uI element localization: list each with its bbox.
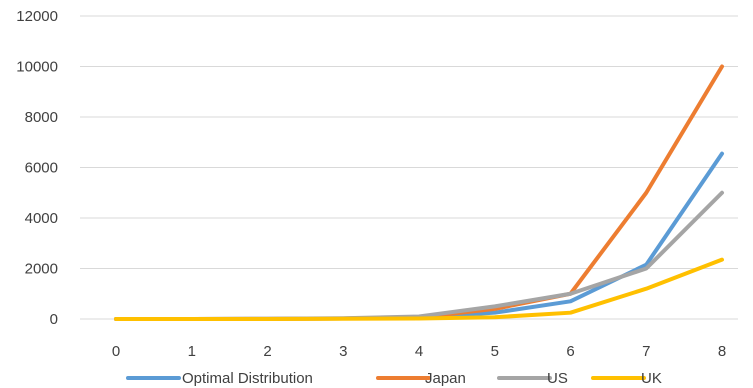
x-tick-label: 6	[566, 343, 574, 360]
y-tick-label: 6000	[25, 160, 58, 177]
x-tick-label: 3	[339, 343, 347, 360]
y-tick-label: 4000	[25, 210, 58, 227]
y-tick-label: 12000	[16, 8, 58, 25]
y-axis-ticks: 0 2000 4000 6000 8000 10000 12000	[16, 8, 58, 328]
y-tick-label: 2000	[25, 261, 58, 278]
legend-label-japan: Japan	[425, 370, 466, 387]
y-tick-label: 10000	[16, 59, 58, 76]
legend-label-optimal-distribution: Optimal Distribution	[182, 370, 313, 387]
x-tick-label: 0	[112, 343, 120, 360]
legend: Optimal Distribution Japan US UK	[126, 370, 662, 387]
legend-label-us: US	[547, 370, 568, 387]
x-tick-label: 7	[642, 343, 650, 360]
x-tick-label: 8	[718, 343, 726, 360]
y-tick-label: 8000	[25, 109, 58, 126]
series-line-japan	[114, 64, 724, 321]
x-tick-label: 5	[491, 343, 499, 360]
x-axis-ticks: 0 1 2 3 4 5 6 7 8	[112, 343, 726, 360]
x-tick-label: 4	[415, 343, 423, 360]
series-lines	[114, 64, 724, 321]
gridlines	[80, 15, 738, 320]
x-tick-label: 1	[188, 343, 196, 360]
legend-label-uk: UK	[641, 370, 662, 387]
y-tick-label: 0	[50, 311, 58, 328]
series-line-uk	[114, 257, 724, 321]
x-tick-label: 2	[263, 343, 271, 360]
